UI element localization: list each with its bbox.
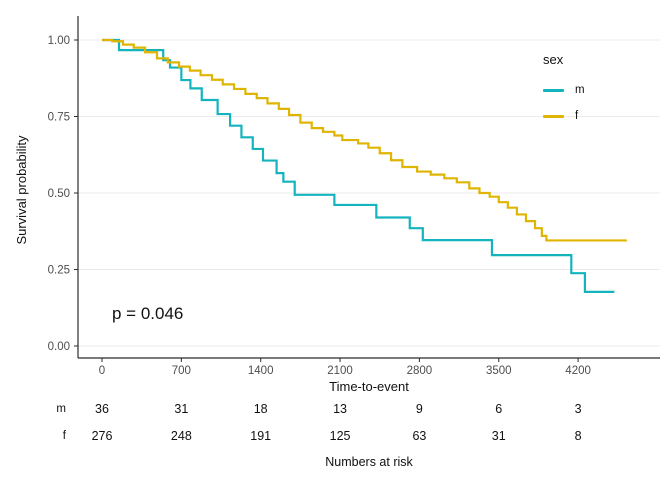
- p-value-annotation: p = 0.046: [112, 304, 184, 323]
- x-tick-label: 1400: [248, 365, 274, 377]
- legend-item-f-label: f: [575, 110, 579, 122]
- x-axis-title: Time-to-event: [329, 379, 409, 394]
- x-tick-label: 2100: [327, 365, 353, 377]
- y-tick-label: 0.75: [48, 112, 70, 124]
- legend-item-m: m: [543, 77, 585, 103]
- legend-key-m-line-icon: [543, 88, 564, 92]
- y-axis-title: Survival probability: [14, 135, 29, 245]
- legend-key-f-line-icon: [543, 114, 564, 118]
- legend: sex m f: [543, 52, 585, 129]
- y-tick-label: 0.25: [48, 265, 70, 277]
- x-tick-label: 700: [172, 365, 191, 377]
- legend-title: sex: [543, 52, 564, 67]
- y-tick-label: 0.50: [48, 188, 70, 200]
- x-tick-label: 2800: [407, 365, 433, 377]
- survival-curve-m: [102, 38, 615, 293]
- x-tick-label: 4200: [565, 365, 591, 377]
- legend-item-f: f: [543, 103, 585, 129]
- x-tick-label: 3500: [486, 365, 512, 377]
- legend-item-m-label: m: [575, 84, 585, 96]
- y-tick-label: 1.00: [48, 35, 70, 47]
- y-tick-label: 0.00: [48, 341, 70, 353]
- survival-curve-f: [102, 38, 627, 242]
- risk-table-caption: Numbers at risk: [325, 455, 413, 469]
- x-tick-label: 0: [99, 365, 105, 377]
